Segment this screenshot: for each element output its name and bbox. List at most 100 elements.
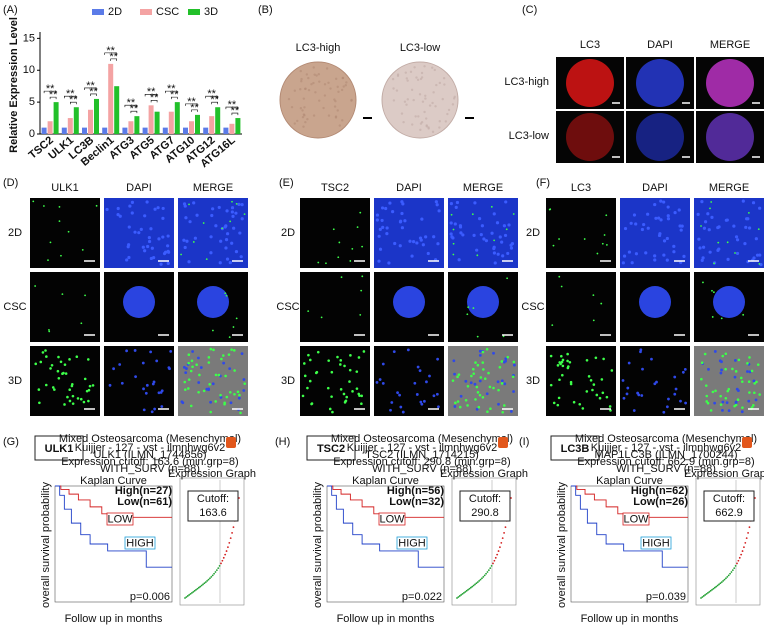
logo (498, 437, 508, 448)
signal (62, 371, 65, 375)
signal (711, 316, 714, 318)
tissue-texture (405, 77, 409, 80)
nucleus (473, 201, 477, 205)
nucleus (701, 256, 705, 260)
signal (357, 356, 361, 359)
tissue-texture (312, 114, 316, 117)
signal (68, 399, 72, 403)
bar (148, 105, 154, 134)
plot-title: Kaplan Curve (80, 475, 147, 487)
signal (726, 241, 729, 244)
expression-point (712, 587, 715, 590)
tissue-texture (425, 125, 428, 128)
nucleus (218, 261, 222, 265)
signal (512, 360, 516, 364)
signal (601, 391, 605, 395)
nucleus (234, 249, 239, 254)
nucleus (378, 378, 382, 381)
expression-point (207, 578, 210, 581)
signal (197, 390, 200, 394)
expression-point (472, 584, 475, 587)
nucleus (752, 379, 756, 383)
signal (737, 358, 741, 362)
signal (712, 291, 715, 294)
expression-point (217, 567, 220, 569)
expression-point (510, 497, 512, 499)
nucleus (182, 365, 186, 369)
nucleus (224, 224, 228, 228)
nucleus (454, 205, 458, 209)
nucleus (415, 393, 419, 396)
signal (592, 383, 596, 386)
signal (45, 355, 48, 358)
nucleus (634, 222, 638, 226)
nucleus (513, 363, 516, 367)
signal (233, 369, 236, 372)
nucleus (225, 209, 229, 213)
signal (328, 407, 332, 411)
signal (192, 241, 195, 243)
nucleus (480, 224, 484, 228)
nucleus (230, 206, 235, 210)
nucleus (393, 241, 397, 246)
signal (48, 330, 51, 333)
significance-bracket (211, 101, 218, 105)
tissue-texture (312, 66, 315, 69)
nucleus (503, 382, 507, 386)
signal (58, 220, 61, 223)
low-tag-box (378, 512, 406, 526)
expression-point (496, 553, 499, 556)
nucleus (449, 232, 453, 236)
signal (603, 234, 606, 236)
tissue-texture (438, 81, 442, 85)
tissue-texture (306, 117, 309, 121)
y-axis-label: Relative Expression Level (8, 17, 20, 153)
nucleus (436, 357, 440, 361)
signal (57, 355, 60, 359)
nucleus (665, 236, 669, 241)
nucleus (180, 400, 184, 404)
signal (472, 367, 475, 371)
micrograph (300, 198, 370, 268)
expression-point (475, 582, 478, 585)
signal (56, 369, 60, 373)
row-label: 3D (526, 375, 540, 387)
signal (307, 310, 310, 313)
nucleus (398, 220, 403, 224)
graph-title: Expression Graph (168, 468, 256, 480)
nucleus (406, 348, 410, 352)
significance-label: ** (150, 92, 159, 104)
signal (87, 388, 91, 392)
expression-point (461, 592, 464, 595)
expression-point (729, 572, 731, 575)
tissue-texture (342, 85, 345, 88)
x-axis-label: Follow up in months (337, 613, 435, 625)
nucleus (639, 350, 642, 354)
nucleus (741, 199, 745, 203)
nucleus (659, 199, 663, 203)
column-header: MERGE (463, 182, 503, 194)
signal (551, 324, 554, 327)
nucleus (754, 237, 758, 241)
signal (224, 374, 227, 378)
nucleus (719, 371, 723, 375)
row-label: 2D (526, 227, 540, 239)
tissue-texture (421, 100, 425, 103)
plot-title: Kaplan Curve (596, 475, 663, 487)
nucleus (653, 258, 657, 262)
tissue-texture (290, 105, 294, 109)
tissue-texture (341, 76, 345, 80)
bar (53, 102, 59, 134)
signal (488, 385, 492, 389)
signal (734, 370, 738, 373)
bar (168, 111, 174, 134)
header-line: WITH_SURV (n=88) (616, 463, 716, 475)
expression-point (471, 585, 474, 588)
tissue-texture (307, 76, 310, 80)
signal (568, 360, 572, 364)
signal (225, 294, 228, 297)
signal (600, 378, 604, 381)
nucleus (632, 409, 636, 412)
expression-point (486, 571, 489, 573)
